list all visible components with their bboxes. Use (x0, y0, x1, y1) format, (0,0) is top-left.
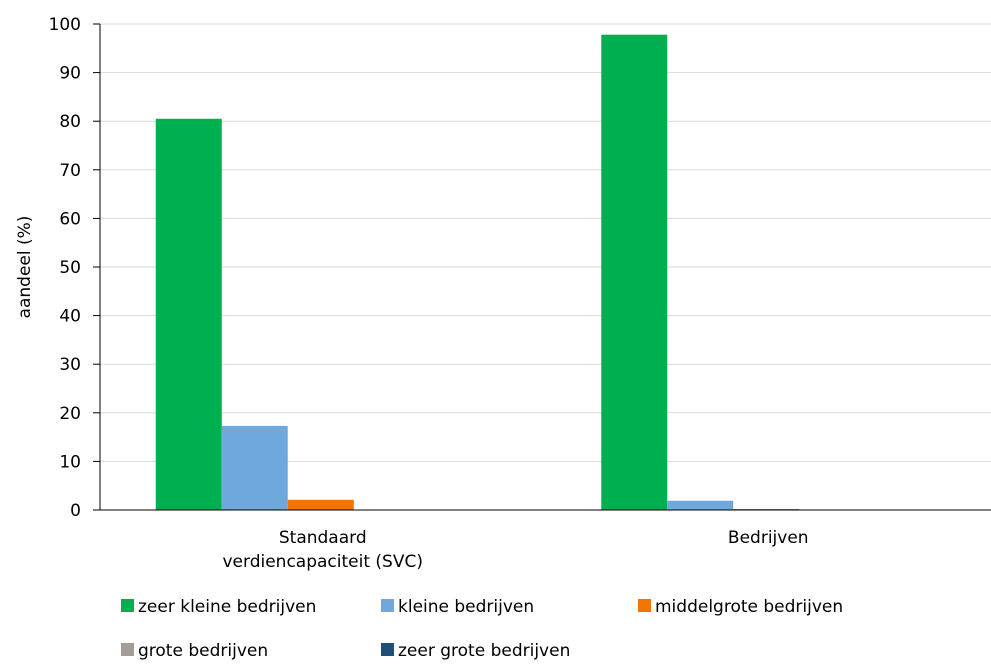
legend-label: zeer grote bedrijven (398, 641, 570, 661)
y-tick-label: 20 (59, 404, 81, 424)
bar (287, 499, 354, 510)
legend-swatch (121, 643, 134, 656)
y-tick-label: 0 (70, 501, 81, 521)
legend-item: zeer grote bedrijven (381, 641, 570, 661)
bars (155, 34, 800, 511)
gridlines (100, 23, 991, 462)
bar (667, 500, 734, 510)
bar (221, 425, 288, 510)
y-tick-label: 80 (59, 112, 81, 132)
bar (601, 34, 668, 510)
y-axis-title: aandeel (%) (15, 216, 35, 319)
y-tick-label: 40 (59, 307, 81, 327)
legend-item: grote bedrijven (121, 641, 268, 661)
legend-item: zeer kleine bedrijven (121, 597, 316, 617)
y-tick-labels: 0 10 20 30 40 50 60 70 80 90 100 (49, 15, 81, 521)
category-label: Standaard verdiencapaciteit (SVC) (223, 528, 423, 572)
legend: zeer kleine bedrijven kleine bedrijven mid… (121, 597, 843, 661)
legend-swatch (381, 599, 394, 612)
y-tick-label: 100 (49, 15, 81, 35)
y-tick-label: 10 (59, 452, 81, 472)
legend-item: kleine bedrijven (381, 597, 534, 617)
y-tick-label: 60 (59, 209, 81, 229)
legend-label: middelgrote bedrijven (655, 597, 843, 617)
y-tick-label: 30 (59, 355, 81, 375)
y-tick-label: 70 (59, 161, 81, 181)
category-label: Bedrijven (728, 528, 809, 548)
legend-label: kleine bedrijven (398, 597, 534, 617)
y-tick-label: 50 (59, 258, 81, 278)
legend-label: zeer kleine bedrijven (138, 597, 316, 617)
legend-label: grote bedrijven (138, 641, 268, 661)
legend-swatch (638, 599, 651, 612)
legend-swatch (381, 643, 394, 656)
axes (93, 23, 991, 511)
y-tick-label: 90 (59, 64, 81, 84)
legend-swatch (121, 599, 134, 612)
category-labels: Standaard verdiencapaciteit (SVC) Bedrijve… (223, 528, 809, 572)
bar (155, 118, 222, 511)
legend-item: middelgrote bedrijven (638, 597, 843, 617)
